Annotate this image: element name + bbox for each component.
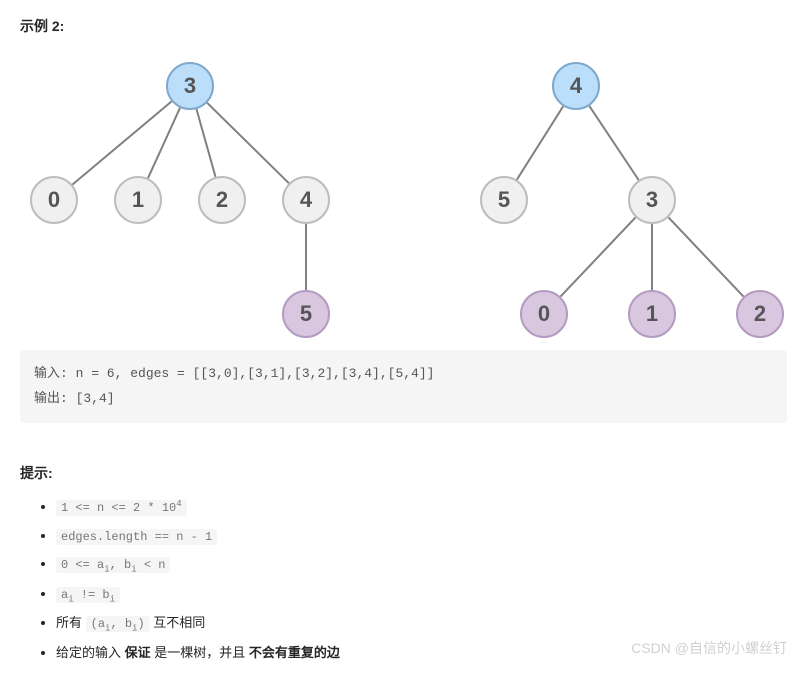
code-line-output: 输出: [3,4]	[34, 387, 773, 412]
tree-node: 2	[198, 176, 246, 224]
hint-item: 1 <= n <= 2 * 104	[56, 497, 787, 518]
hint-code: edges.length == n - 1	[56, 529, 217, 545]
tree-node: 1	[628, 290, 676, 338]
tree-node: 2	[736, 290, 784, 338]
tree-node: 4	[552, 62, 600, 110]
tree-node: 5	[480, 176, 528, 224]
hint-code: ai != bi	[56, 587, 120, 603]
hint-code: 1 <= n <= 2 * 104	[56, 500, 187, 516]
tree-node: 0	[520, 290, 568, 338]
tree-node: 0	[30, 176, 78, 224]
hint-code: (ai, bi)	[86, 616, 150, 632]
hints-heading: 提示:	[20, 463, 787, 483]
tree-node: 4	[282, 176, 330, 224]
tree-node: 3	[166, 62, 214, 110]
hints-list: 1 <= n <= 2 * 104 edges.length == n - 1 …	[20, 497, 787, 664]
code-line-input: 输入: n = 6, edges = [[3,0],[3,1],[3,2],[3…	[34, 362, 773, 387]
hint-code: 0 <= ai, bi < n	[56, 557, 170, 573]
example-heading: 示例 2:	[20, 16, 787, 36]
tree-node: 3	[628, 176, 676, 224]
tree-node: 1	[114, 176, 162, 224]
hint-item: edges.length == n - 1	[56, 526, 787, 547]
hint-item: 0 <= ai, bi < n	[56, 554, 787, 577]
hint-item: 所有 (ai, bi) 互不相同	[56, 613, 787, 636]
tree-diagram: 301245453012	[20, 50, 790, 340]
tree-node: 5	[282, 290, 330, 338]
hint-item: ai != bi	[56, 584, 787, 607]
code-block: 输入: n = 6, edges = [[3,0],[3,1],[3,2],[3…	[20, 350, 787, 423]
hint-item: 给定的输入 保证 是一棵树，并且 不会有重复的边	[56, 643, 787, 664]
